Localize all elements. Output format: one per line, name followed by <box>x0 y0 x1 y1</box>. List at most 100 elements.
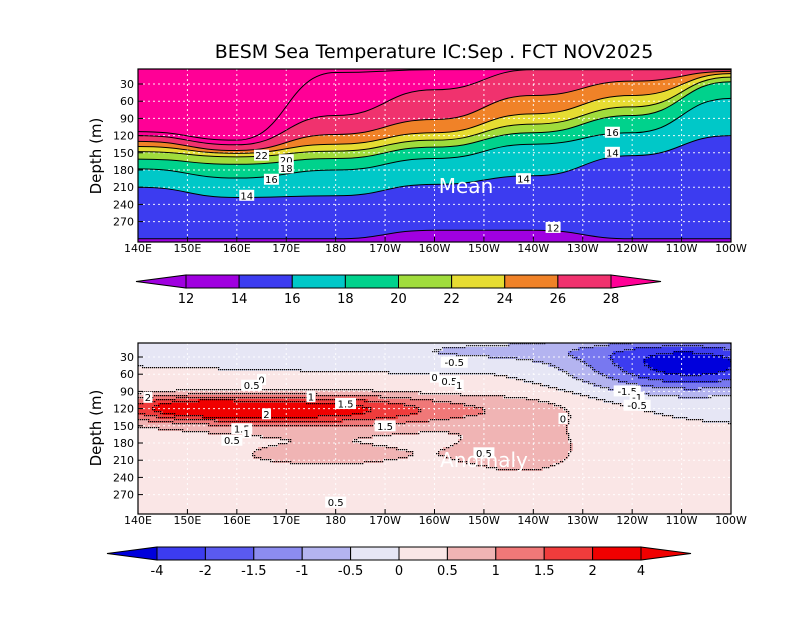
anomaly-cell <box>328 403 334 408</box>
anomaly-cell <box>718 355 724 360</box>
anomaly-cell <box>648 395 654 400</box>
anomaly-cell <box>633 499 639 504</box>
anomaly-cell <box>453 471 459 476</box>
anomaly-cell <box>708 431 714 436</box>
anomaly-cell <box>288 499 294 504</box>
anomaly-cell <box>428 383 434 388</box>
anomaly-cell <box>443 479 449 484</box>
anomaly-cell <box>648 483 654 488</box>
anomaly-cell <box>418 395 424 400</box>
anomaly-cell <box>193 487 199 492</box>
anomaly-cell <box>328 399 334 404</box>
anomaly-cell <box>478 403 484 408</box>
anomaly-cell <box>373 447 379 452</box>
anomaly-cell <box>408 451 414 456</box>
anomaly-cell <box>483 423 489 428</box>
anomaly-cell <box>533 351 539 356</box>
anomaly-cell <box>613 347 619 352</box>
anomaly-cell <box>723 439 729 444</box>
anomaly-cell <box>703 411 709 416</box>
anomaly-cell <box>428 483 434 488</box>
anomaly-cell <box>403 495 409 500</box>
anomaly-cell <box>558 483 564 488</box>
anomaly-cell <box>618 411 624 416</box>
anomaly-cell <box>643 415 649 420</box>
anomaly-cell <box>203 499 209 504</box>
anomaly-cell <box>558 379 564 384</box>
anomaly-cell <box>438 415 444 420</box>
anomaly-cell <box>713 411 719 416</box>
anomaly-cell <box>253 463 259 468</box>
anomaly-cell <box>723 343 729 348</box>
anomaly-cell <box>258 503 264 508</box>
anomaly-cell <box>508 503 514 508</box>
anomaly-cell <box>468 483 474 488</box>
anomaly-cell <box>293 359 299 364</box>
anomaly-cell <box>458 491 464 496</box>
anomaly-cell <box>463 427 469 432</box>
anomaly-cell <box>373 451 379 456</box>
anomaly-cell <box>453 411 459 416</box>
anomaly-cell <box>403 439 409 444</box>
anomaly-cell <box>253 359 259 364</box>
anomaly-cell <box>318 391 324 396</box>
anomaly-cell <box>693 363 699 368</box>
anomaly-cell <box>528 499 534 504</box>
anomaly-cell <box>388 367 394 372</box>
anomaly-cell <box>708 463 714 468</box>
anomaly-cell <box>348 499 354 504</box>
anomaly-cell <box>493 351 499 356</box>
anomaly-cell <box>648 459 654 464</box>
anomaly-cell <box>443 419 449 424</box>
anomaly-cell <box>143 371 149 376</box>
anomaly-cell <box>673 487 679 492</box>
anomaly-cell <box>198 359 204 364</box>
anomaly-cell <box>448 395 454 400</box>
anomaly-cell <box>468 399 474 404</box>
anomaly-cell <box>138 359 144 364</box>
anomaly-cell <box>153 407 159 412</box>
anomaly-cell <box>228 475 234 480</box>
anomaly-cell <box>348 463 354 468</box>
anomaly-cell <box>648 355 654 360</box>
anomaly-cell <box>508 443 514 448</box>
anomaly-cell <box>513 419 519 424</box>
anomaly-cell <box>653 459 659 464</box>
anomaly-cell <box>498 379 504 384</box>
anomaly-cell <box>393 463 399 468</box>
anomaly-cell <box>658 407 664 412</box>
anomaly-cell <box>223 399 229 404</box>
anomaly-cell <box>353 427 359 432</box>
contour-label-bg <box>278 154 294 166</box>
anomaly-cell <box>213 395 219 400</box>
anomaly-cell <box>148 359 154 364</box>
anomaly-cell <box>468 387 474 392</box>
anomaly-cell <box>153 387 159 392</box>
anomaly-cell <box>453 479 459 484</box>
anomaly-cell <box>713 395 719 400</box>
anomaly-cell <box>278 347 284 352</box>
anomaly-cell <box>233 379 239 384</box>
anomaly-cell <box>603 439 609 444</box>
anomaly-cell <box>138 459 144 464</box>
anomaly-cell <box>373 487 379 492</box>
anomaly-cell <box>208 363 214 368</box>
anomaly-cell <box>168 367 174 372</box>
anomaly-cell <box>248 363 254 368</box>
anomaly-cell <box>183 411 189 416</box>
anomaly-cell <box>318 439 324 444</box>
anomaly-cell <box>528 351 534 356</box>
anomaly-cell <box>163 363 169 368</box>
anomaly-cell <box>418 439 424 444</box>
anomaly-cell <box>568 403 574 408</box>
anomaly-cell <box>648 343 654 348</box>
anomaly-cell <box>153 411 159 416</box>
anomaly-cell <box>318 479 324 484</box>
anomaly-cell <box>693 431 699 436</box>
anomaly-cell <box>378 503 384 508</box>
anomaly-cell <box>348 467 354 472</box>
anomaly-cell <box>713 399 719 404</box>
anomaly-cell <box>288 359 294 364</box>
anomaly-cell <box>378 363 384 368</box>
anomaly-cell <box>603 491 609 496</box>
